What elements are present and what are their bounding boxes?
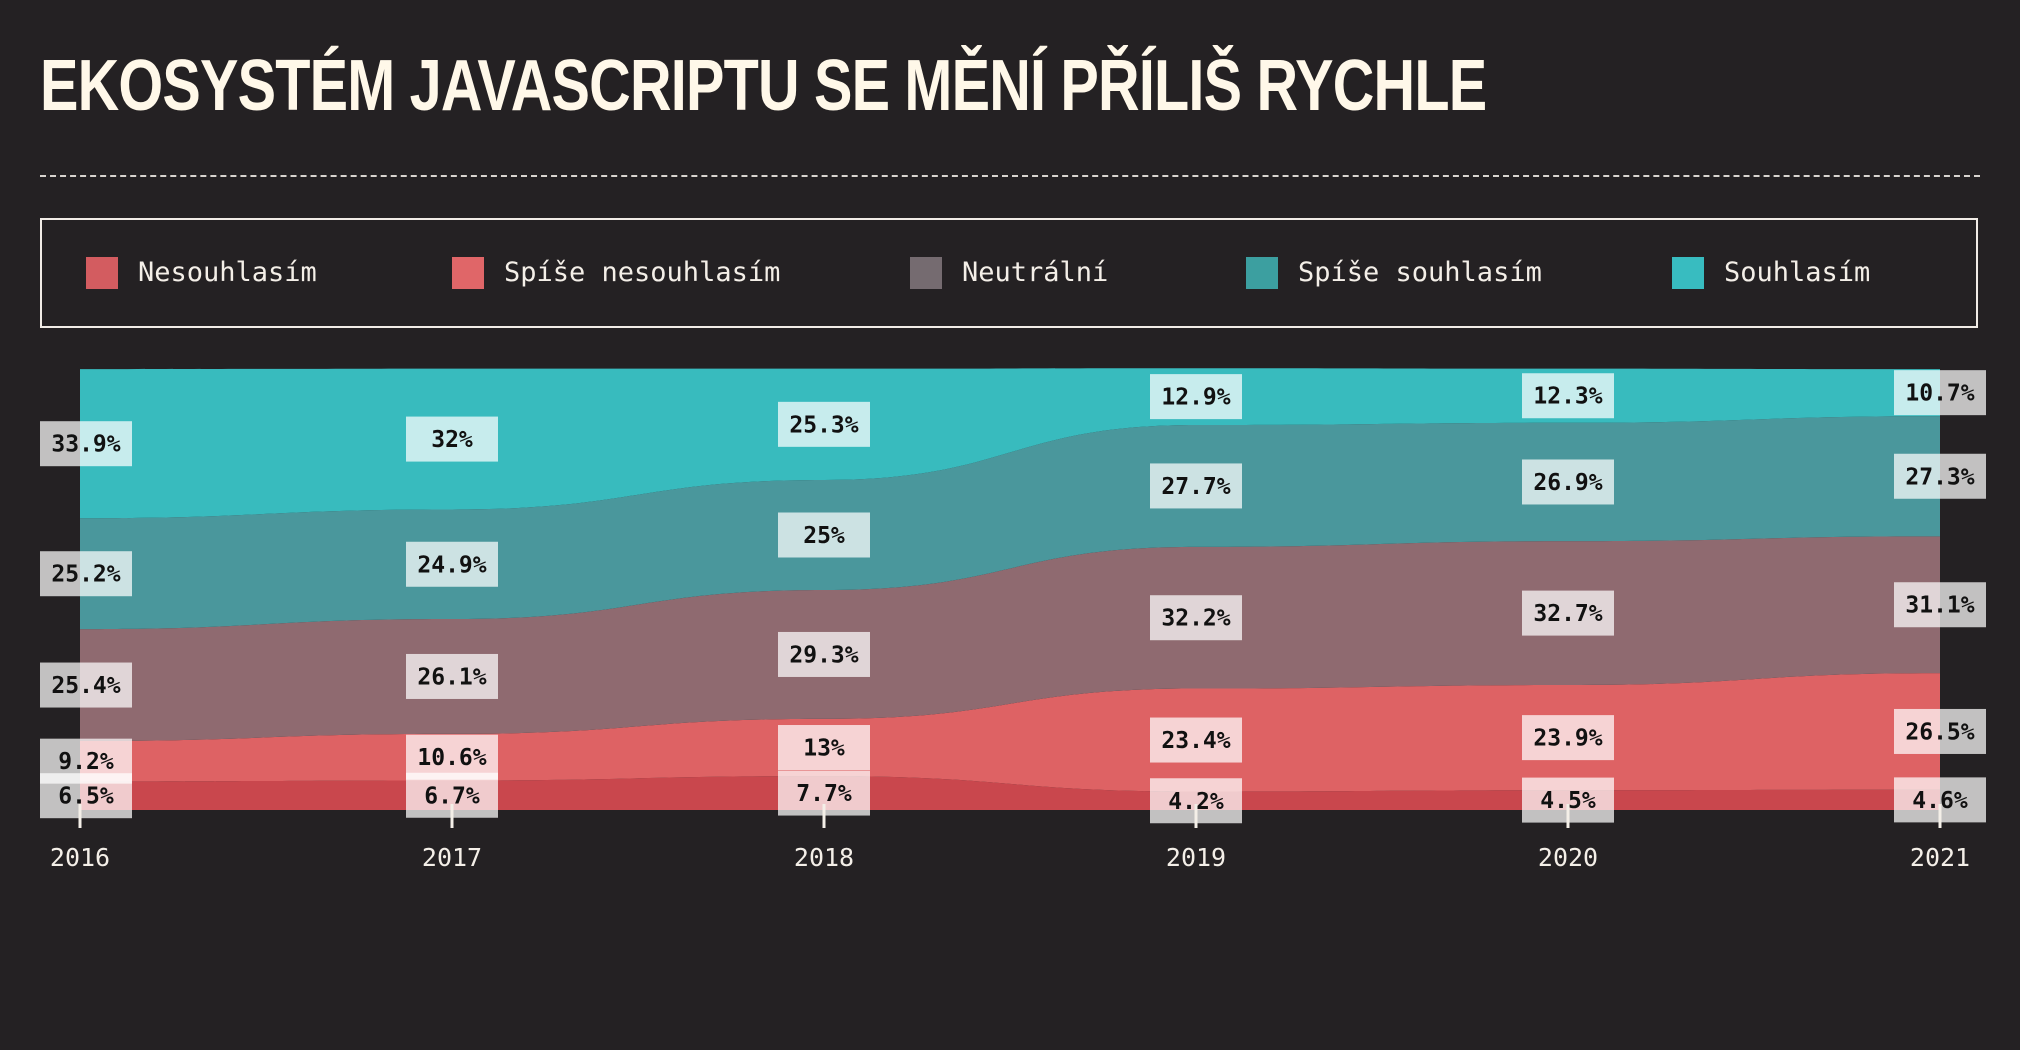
legend-swatch xyxy=(1672,257,1704,289)
value-label-bg xyxy=(406,653,498,699)
value-label-bg xyxy=(1522,373,1614,419)
legend-label: Spíše nesouhlasím xyxy=(504,257,781,288)
value-label: 25.4% xyxy=(51,673,120,699)
value-label-bg xyxy=(1150,463,1242,509)
area-nesouhlasím xyxy=(80,776,1940,810)
chart-title: EKOSYSTÉM JAVASCRIPTU SE MĚNÍ PŘÍLIŠ RYC… xyxy=(40,46,1487,126)
value-label-bg xyxy=(1150,595,1242,641)
value-label-bg xyxy=(778,401,870,447)
value-label: 26.9% xyxy=(1533,470,1602,496)
value-label-bg xyxy=(778,631,870,677)
title-separator xyxy=(40,175,1980,177)
value-label: 31.1% xyxy=(1905,593,1974,619)
value-label: 24.9% xyxy=(417,552,486,578)
area-spíše-nesouhlasím xyxy=(80,673,1940,792)
value-label-bg xyxy=(40,421,132,467)
value-label: 25.2% xyxy=(51,562,120,588)
value-label-bg xyxy=(1894,370,1986,416)
area-souhlasím xyxy=(80,368,1940,519)
value-label: 25.3% xyxy=(789,412,858,438)
value-label-bg xyxy=(1894,453,1986,499)
value-label: 12.9% xyxy=(1161,385,1230,411)
x-tick-label: 2017 xyxy=(422,843,482,872)
value-label: 13% xyxy=(803,736,845,762)
value-label: 23.4% xyxy=(1161,728,1230,754)
x-tick-label: 2019 xyxy=(1166,843,1226,872)
value-label: 6.5% xyxy=(58,784,114,810)
legend-swatch xyxy=(910,257,942,289)
value-label-bg xyxy=(40,738,132,784)
value-label: 25% xyxy=(803,523,845,549)
x-tick-label: 2016 xyxy=(50,843,110,872)
value-label: 7.7% xyxy=(796,781,852,807)
value-label-bg xyxy=(1894,708,1986,754)
value-label-bg xyxy=(40,551,132,597)
value-label-bg xyxy=(406,416,498,462)
value-label-bg xyxy=(1522,715,1614,761)
value-label: 10.6% xyxy=(417,745,486,771)
value-label: 26.5% xyxy=(1905,719,1974,745)
legend-swatch xyxy=(1246,257,1278,289)
legend-label: Souhlasím xyxy=(1724,257,1871,288)
value-label-bg xyxy=(406,541,498,587)
value-label: 23.9% xyxy=(1533,726,1602,752)
x-tick-label: 2020 xyxy=(1538,843,1598,872)
legend-label: Nesouhlasím xyxy=(138,257,317,288)
legend-swatch xyxy=(86,257,118,289)
value-label-bg xyxy=(40,662,132,708)
value-label-bg xyxy=(1150,374,1242,420)
value-label: 29.3% xyxy=(789,642,858,668)
value-label: 27.7% xyxy=(1161,474,1230,500)
value-label-bg xyxy=(406,734,498,780)
legend: Nesouhlasím Spíše nesouhlasím Neutrální … xyxy=(40,218,1978,328)
legend-swatch xyxy=(452,257,484,289)
value-label-bg xyxy=(1522,590,1614,636)
value-label-bg xyxy=(1522,459,1614,505)
value-label: 9.2% xyxy=(58,749,114,775)
value-label-bg xyxy=(778,725,870,771)
x-tick-label: 2018 xyxy=(794,843,854,872)
value-label-bg xyxy=(778,512,870,558)
area-spíše-souhlasím xyxy=(80,416,1940,630)
legend-label: Spíše souhlasím xyxy=(1298,257,1542,288)
value-label: 33.9% xyxy=(51,432,120,458)
value-label-bg xyxy=(1150,717,1242,763)
x-tick-label: 2021 xyxy=(1910,843,1970,872)
value-label: 12.3% xyxy=(1533,384,1602,410)
value-label: 32.2% xyxy=(1161,606,1230,632)
value-label: 26.1% xyxy=(417,664,486,690)
value-label: 27.3% xyxy=(1905,464,1974,490)
value-label: 32% xyxy=(431,427,473,453)
area-neutrální xyxy=(80,536,1940,741)
legend-label: Neutrální xyxy=(962,257,1109,288)
value-label-bg xyxy=(1894,582,1986,628)
value-label: 32.7% xyxy=(1533,601,1602,627)
value-label: 10.7% xyxy=(1905,381,1974,407)
